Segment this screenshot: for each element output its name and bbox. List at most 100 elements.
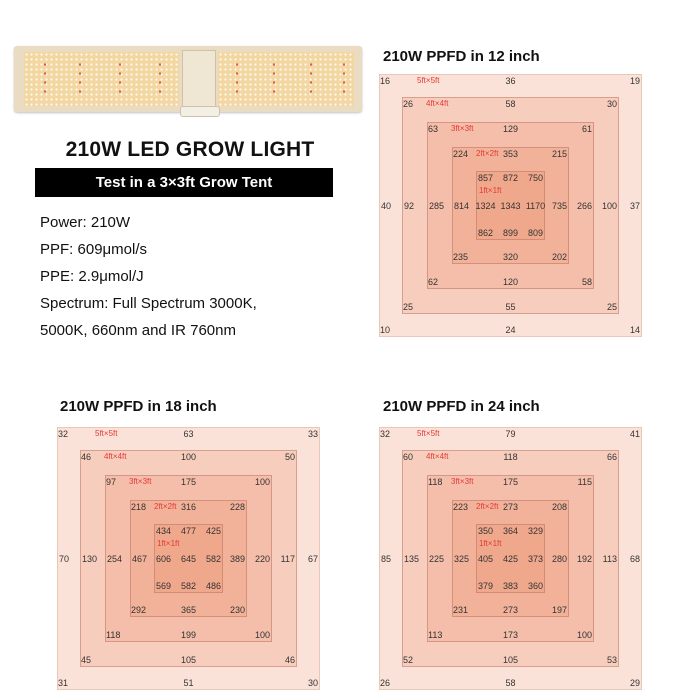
ppfd-value: 266 <box>576 200 592 211</box>
ppfd-map-18-inch: 5ft×5ft 32 63 33 31 51 30 4ft×4ft 46 100 50 45 105 46… <box>57 427 320 690</box>
ppfd-value: 53 <box>606 655 617 665</box>
ppfd-value: 105 <box>180 655 197 665</box>
ppfd-value: 32 <box>380 429 391 439</box>
ppfd-value: 66 <box>606 452 617 462</box>
led-grow-light-image <box>14 46 362 117</box>
ppfd-value: 228 <box>229 502 245 512</box>
ppfd-value: 254 <box>107 553 123 564</box>
ppfd-value: 31 <box>58 678 69 688</box>
ppfd-value: 872 <box>502 173 519 183</box>
ppfd-value: 814 <box>454 200 470 211</box>
ring-5ft <box>379 427 642 690</box>
ppfd-value: 30 <box>606 99 617 109</box>
ppfd-value: 120 <box>502 277 519 287</box>
ring-2ft <box>130 500 247 617</box>
led-panel-left <box>24 52 179 106</box>
area-label: 4ft×4ft <box>426 99 449 108</box>
ring-1ft <box>476 524 545 593</box>
area-label: 3ft×3ft <box>129 477 152 486</box>
ring-3ft <box>427 122 594 289</box>
ppfd-value: 113 <box>428 630 443 640</box>
ppfd-value: 118 <box>503 452 518 462</box>
ppfd-value: 129 <box>502 124 519 134</box>
ppfd-value: 37 <box>629 200 640 211</box>
ppfd-value: 100 <box>254 477 270 487</box>
ppfd-value: 273 <box>502 605 519 615</box>
area-label: 1ft×1ft <box>157 539 180 548</box>
ppfd-value: 130 <box>82 553 98 564</box>
ppfd-value: 63 <box>428 124 439 134</box>
ppfd-value: 899 <box>502 228 519 238</box>
ppfd-value: 280 <box>551 553 567 564</box>
ppfd-value: 24 <box>505 325 516 335</box>
spec-ppf: PPF: 609μmol/s <box>40 241 148 258</box>
area-label: 5ft×5ft <box>417 76 440 85</box>
ppfd-value: 1324 <box>475 200 496 211</box>
ppfd-value: 235 <box>453 252 469 262</box>
area-label: 5ft×5ft <box>417 429 440 438</box>
ppfd-value: 320 <box>502 252 519 262</box>
spec-spectrum-cont: 5000K, 660nm and IR 760nm <box>40 322 236 339</box>
ppfd-value: 360 <box>527 581 544 591</box>
ppfd-value: 14 <box>629 325 640 335</box>
ppfd-value: 425 <box>205 526 222 536</box>
ppfd-value: 97 <box>106 477 117 487</box>
ppfd-value: 197 <box>551 605 567 615</box>
ppfd-value: 1170 <box>525 200 546 211</box>
ring-4ft <box>402 450 619 667</box>
ppfd-value: 68 <box>629 553 640 564</box>
ppfd-value: 51 <box>183 678 194 688</box>
ppfd-value: 62 <box>428 277 439 287</box>
ppfd-value: 63 <box>183 429 194 439</box>
ppfd-value: 223 <box>453 502 469 512</box>
ppfd-value: 350 <box>477 526 494 536</box>
ppfd-value: 135 <box>404 553 420 564</box>
ppfd-value: 467 <box>132 553 148 564</box>
ppfd-value: 100 <box>180 452 197 462</box>
ppfd-value: 329 <box>527 526 544 536</box>
ppfd-value: 58 <box>505 99 516 109</box>
ppfd-value: 58 <box>581 277 592 287</box>
ppfd-value: 45 <box>81 655 92 665</box>
area-label: 3ft×3ft <box>451 124 474 133</box>
area-label: 2ft×2ft <box>476 149 499 158</box>
ppfd-value: 218 <box>131 502 147 512</box>
ppfd-map-12-inch: 5ft×5ft 16 36 19 10 24 14 4ft×4ft 26 58 30 25 55 25 3f… <box>379 74 642 337</box>
ring-5ft <box>379 74 642 337</box>
area-label: 2ft×2ft <box>476 502 499 511</box>
ppfd-value: 292 <box>131 605 147 615</box>
area-label: 3ft×3ft <box>451 477 474 486</box>
ppfd-value: 379 <box>477 581 494 591</box>
ppfd-value: 405 <box>477 553 494 564</box>
ppfd-value: 857 <box>477 173 494 183</box>
area-label: 5ft×5ft <box>95 429 118 438</box>
ppfd-value: 325 <box>454 553 470 564</box>
ppfd-18-inch-title: 210W PPFD in 18 inch <box>60 398 217 415</box>
ppfd-value: 373 <box>527 553 544 564</box>
ppfd-value: 26 <box>380 678 391 688</box>
ppfd-value: 175 <box>180 477 197 487</box>
ppfd-24-inch-title: 210W PPFD in 24 inch <box>383 398 540 415</box>
ppfd-value: 41 <box>629 429 640 439</box>
ppfd-value: 582 <box>205 553 222 564</box>
ppfd-value: 40 <box>381 200 392 211</box>
ppfd-value: 220 <box>254 553 270 564</box>
area-label: 2ft×2ft <box>154 502 177 511</box>
ppfd-value: 273 <box>502 502 519 512</box>
ppfd-value: 316 <box>180 502 197 512</box>
ppfd-value: 477 <box>180 526 197 536</box>
area-label: 1ft×1ft <box>479 186 502 195</box>
ppfd-value: 486 <box>205 581 222 591</box>
ppfd-value: 606 <box>155 553 172 564</box>
ring-2ft <box>452 500 569 617</box>
ppfd-value: 29 <box>629 678 640 688</box>
ppfd-value: 192 <box>576 553 592 564</box>
ppfd-value: 1343 <box>500 200 521 211</box>
ppfd-value: 67 <box>307 553 318 564</box>
ring-4ft <box>80 450 297 667</box>
ppfd-12-inch-title: 210W PPFD in 12 inch <box>383 48 540 65</box>
ppfd-value: 364 <box>502 526 519 536</box>
ppfd-value: 208 <box>551 502 567 512</box>
ppfd-value: 582 <box>180 581 197 591</box>
ppfd-value: 569 <box>155 581 172 591</box>
